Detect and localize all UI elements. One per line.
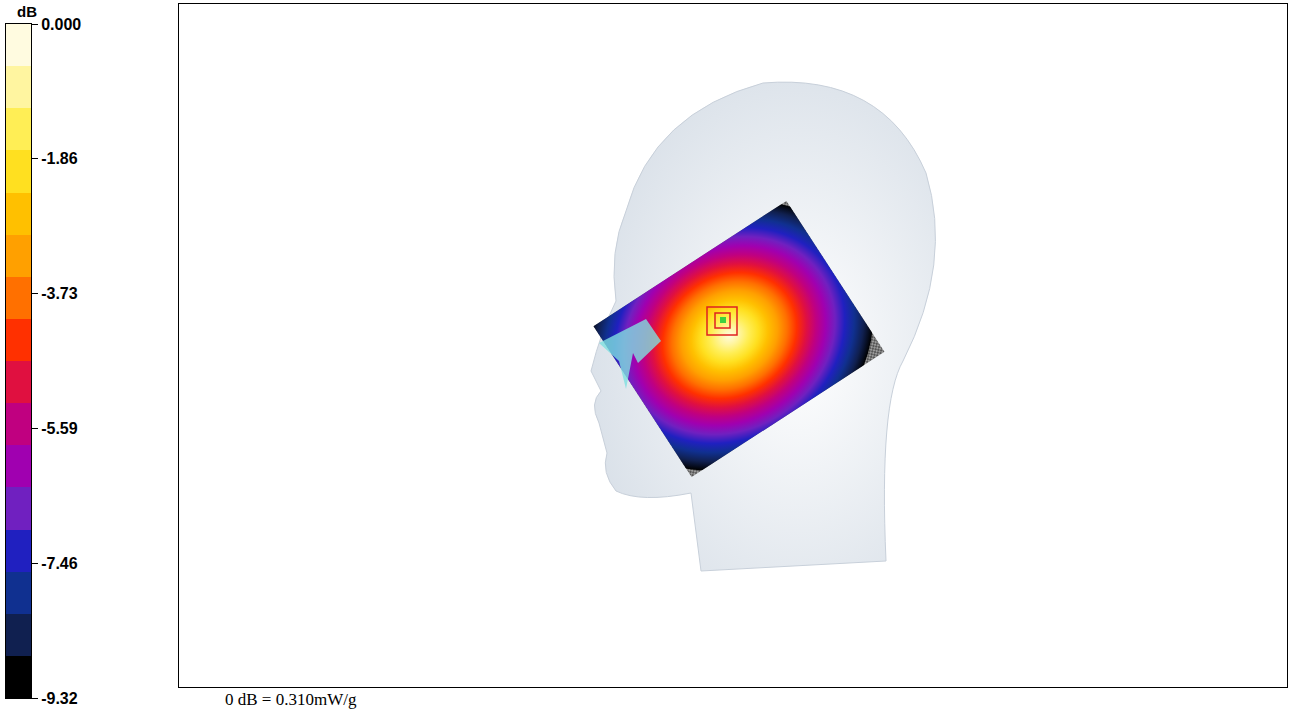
html-text:0 dB = 0.310mW/g: 0 dB = 0.310mW/g — [225, 690, 357, 709]
svg-text:-7.46: -7.46 — [41, 555, 78, 572]
svg-text:dB: dB — [17, 3, 37, 20]
svg-text:-1.86: -1.86 — [41, 150, 78, 167]
svg-text:-3.73: -3.73 — [41, 285, 78, 302]
svg-text:0.000: 0.000 — [41, 16, 81, 33]
svg-text:-9.32: -9.32 — [41, 690, 78, 707]
svg-text:-5.59: -5.59 — [41, 420, 78, 437]
